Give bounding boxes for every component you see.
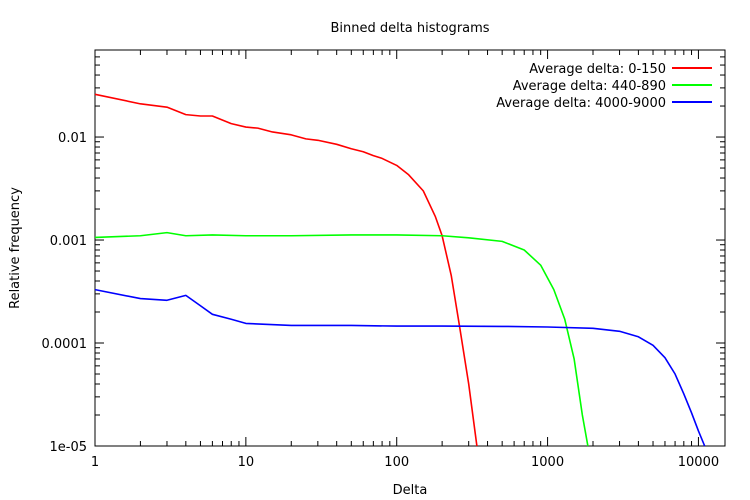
- series-line-3: [94, 288, 706, 447]
- legend-label: Average delta: 440-890: [513, 79, 666, 94]
- y-axis-label: Relative frequency: [8, 187, 23, 309]
- plot-frame: [94, 49, 726, 447]
- y-axis: 0.01 0.001 0.0001 1e-05: [42, 49, 725, 455]
- y-tick-label: 1e-05: [49, 440, 87, 455]
- series-line-1: [94, 93, 478, 447]
- x-tick-label: 100: [384, 455, 409, 470]
- y-tick-label: 0.0001: [42, 337, 88, 352]
- x-tick-label: 1000: [531, 455, 564, 470]
- x-tick-label: 10000: [678, 455, 719, 470]
- y-tick-label: 0.001: [50, 234, 87, 249]
- chart-title: Binned delta histograms: [330, 21, 489, 36]
- x-axis: 1 10 100 1000 10000: [91, 50, 719, 470]
- x-axis-label: Delta: [393, 483, 428, 498]
- legend-label: Average delta: 0-150: [529, 62, 666, 77]
- x-tick-label: 10: [238, 455, 255, 470]
- legend-label: Average delta: 4000-9000: [496, 96, 666, 111]
- legend: Average delta: 0-150 Average delta: 440-8…: [496, 62, 712, 111]
- x-tick-label: 1: [91, 455, 99, 470]
- y-tick-label: 0.01: [58, 131, 87, 146]
- series-line-2: [94, 231, 589, 447]
- series-lines: [94, 93, 706, 447]
